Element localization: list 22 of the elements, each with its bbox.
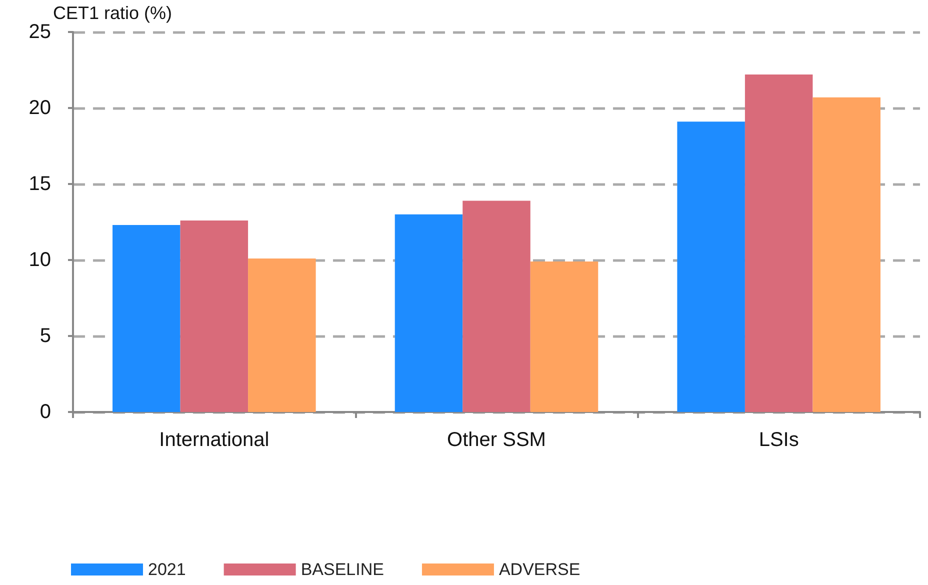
- y-tick-label: 25: [28, 21, 51, 43]
- bar: [677, 122, 745, 412]
- y-tick-label: 10: [28, 249, 51, 271]
- bar: [812, 97, 880, 412]
- y-axis-title: CET1 ratio (%): [53, 3, 172, 24]
- y-tick-label: 5: [40, 325, 51, 347]
- x-tick-label: International: [159, 429, 270, 451]
- bar: [248, 258, 316, 412]
- legend-label: ADVERSE: [498, 560, 580, 579]
- bar: [112, 225, 180, 412]
- x-tick-label: LSIs: [758, 429, 799, 451]
- legend-label: 2021: [148, 560, 186, 579]
- legend-label: BASELINE: [300, 560, 384, 579]
- bar: [180, 220, 248, 412]
- y-tick-label: 20: [28, 97, 51, 119]
- bar: [394, 214, 463, 412]
- y-tick-label: 15: [28, 173, 51, 195]
- y-tick-label: 0: [40, 401, 51, 423]
- x-tick-label: Other SSM: [447, 429, 546, 451]
- bar: [744, 74, 813, 412]
- bar: [530, 262, 598, 412]
- bar: [462, 200, 530, 412]
